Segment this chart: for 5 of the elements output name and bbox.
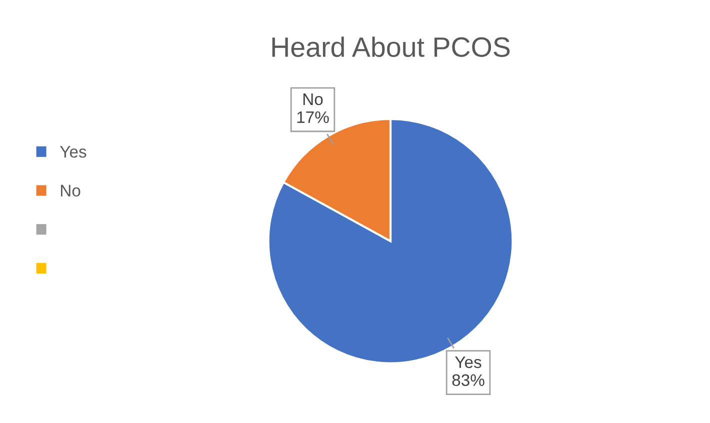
legend-label: No [61,184,80,197]
data-label: Yes 83% [452,356,484,386]
data-label: No 17% [297,94,329,124]
chart-title: Heard About PCOS [272,36,510,57]
legend-label: Yes [60,146,86,158]
